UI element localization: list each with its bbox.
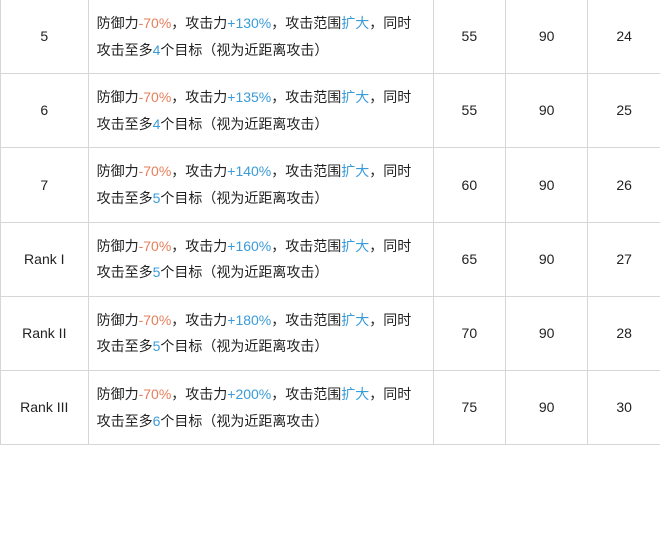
range-link[interactable]: 扩大 — [341, 163, 369, 179]
value-cell-1: 55 — [433, 0, 505, 74]
neg-value: -70% — [139, 312, 172, 328]
desc-mid1: ，攻击力 — [171, 163, 227, 179]
table-row: 6防御力-70%，攻击力+135%，攻击范围扩大，同时攻击至多4个目标（视为近距… — [1, 74, 660, 148]
value-cell-3: 30 — [588, 370, 660, 444]
range-link[interactable]: 扩大 — [341, 15, 369, 31]
desc-mid2: ，攻击范围 — [271, 163, 341, 179]
pos-value: +140% — [227, 163, 271, 179]
desc-pre: 防御力 — [97, 386, 139, 402]
skill-table: 5防御力-70%，攻击力+130%，攻击范围扩大，同时攻击至多4个目标（视为近距… — [0, 0, 660, 445]
level-cell: 5 — [1, 0, 89, 74]
desc-mid2: ，攻击范围 — [271, 312, 341, 328]
value-cell-1: 60 — [433, 148, 505, 222]
desc-pre: 防御力 — [97, 163, 139, 179]
desc-mid4: 个目标（视为近距离攻击） — [160, 190, 328, 206]
range-link[interactable]: 扩大 — [341, 89, 369, 105]
description-cell: 防御力-70%，攻击力+135%，攻击范围扩大，同时攻击至多4个目标（视为近距离… — [88, 74, 433, 148]
pos-value: +200% — [227, 386, 271, 402]
value-cell-2: 90 — [505, 370, 587, 444]
desc-mid1: ，攻击力 — [171, 238, 227, 254]
level-cell: 6 — [1, 74, 89, 148]
description-cell: 防御力-70%，攻击力+200%，攻击范围扩大，同时攻击至多6个目标（视为近距离… — [88, 370, 433, 444]
desc-pre: 防御力 — [97, 15, 139, 31]
table-row: Rank III防御力-70%，攻击力+200%，攻击范围扩大，同时攻击至多6个… — [1, 370, 660, 444]
pos-value: +135% — [227, 89, 271, 105]
level-cell: 7 — [1, 148, 89, 222]
value-cell-2: 90 — [505, 296, 587, 370]
pos-value: +130% — [227, 15, 271, 31]
description-cell: 防御力-70%，攻击力+140%，攻击范围扩大，同时攻击至多5个目标（视为近距离… — [88, 148, 433, 222]
value-cell-3: 25 — [588, 74, 660, 148]
range-link[interactable]: 扩大 — [341, 238, 369, 254]
value-cell-3: 26 — [588, 148, 660, 222]
table-row: 7防御力-70%，攻击力+140%，攻击范围扩大，同时攻击至多5个目标（视为近距… — [1, 148, 660, 222]
desc-mid4: 个目标（视为近距离攻击） — [160, 413, 328, 429]
level-cell: Rank II — [1, 296, 89, 370]
neg-value: -70% — [139, 238, 172, 254]
neg-value: -70% — [139, 89, 172, 105]
value-cell-3: 28 — [588, 296, 660, 370]
level-cell: Rank I — [1, 222, 89, 296]
table-row: 5防御力-70%，攻击力+130%，攻击范围扩大，同时攻击至多4个目标（视为近距… — [1, 0, 660, 74]
desc-mid4: 个目标（视为近距离攻击） — [160, 42, 328, 58]
desc-pre: 防御力 — [97, 238, 139, 254]
value-cell-2: 90 — [505, 0, 587, 74]
desc-pre: 防御力 — [97, 312, 139, 328]
value-cell-2: 90 — [505, 222, 587, 296]
value-cell-1: 70 — [433, 296, 505, 370]
neg-value: -70% — [139, 386, 172, 402]
desc-mid2: ，攻击范围 — [271, 238, 341, 254]
value-cell-3: 24 — [588, 0, 660, 74]
neg-value: -70% — [139, 163, 172, 179]
level-cell: Rank III — [1, 370, 89, 444]
desc-mid1: ，攻击力 — [171, 312, 227, 328]
range-link[interactable]: 扩大 — [341, 386, 369, 402]
value-cell-2: 90 — [505, 74, 587, 148]
pos-value: +160% — [227, 238, 271, 254]
desc-mid2: ，攻击范围 — [271, 15, 341, 31]
description-cell: 防御力-70%，攻击力+160%，攻击范围扩大，同时攻击至多5个目标（视为近距离… — [88, 222, 433, 296]
desc-pre: 防御力 — [97, 89, 139, 105]
desc-mid2: ，攻击范围 — [271, 386, 341, 402]
desc-mid1: ，攻击力 — [171, 386, 227, 402]
desc-mid4: 个目标（视为近距离攻击） — [160, 264, 328, 280]
description-cell: 防御力-70%，攻击力+180%，攻击范围扩大，同时攻击至多5个目标（视为近距离… — [88, 296, 433, 370]
value-cell-1: 65 — [433, 222, 505, 296]
desc-mid2: ，攻击范围 — [271, 89, 341, 105]
value-cell-1: 75 — [433, 370, 505, 444]
pos-value: +180% — [227, 312, 271, 328]
value-cell-1: 55 — [433, 74, 505, 148]
desc-mid1: ，攻击力 — [171, 15, 227, 31]
desc-mid1: ，攻击力 — [171, 89, 227, 105]
range-link[interactable]: 扩大 — [341, 312, 369, 328]
table-row: Rank I防御力-70%，攻击力+160%，攻击范围扩大，同时攻击至多5个目标… — [1, 222, 660, 296]
description-cell: 防御力-70%，攻击力+130%，攻击范围扩大，同时攻击至多4个目标（视为近距离… — [88, 0, 433, 74]
value-cell-3: 27 — [588, 222, 660, 296]
desc-mid4: 个目标（视为近距离攻击） — [160, 116, 328, 132]
neg-value: -70% — [139, 15, 172, 31]
value-cell-2: 90 — [505, 148, 587, 222]
table-row: Rank II防御力-70%，攻击力+180%，攻击范围扩大，同时攻击至多5个目… — [1, 296, 660, 370]
desc-mid4: 个目标（视为近距离攻击） — [160, 338, 328, 354]
